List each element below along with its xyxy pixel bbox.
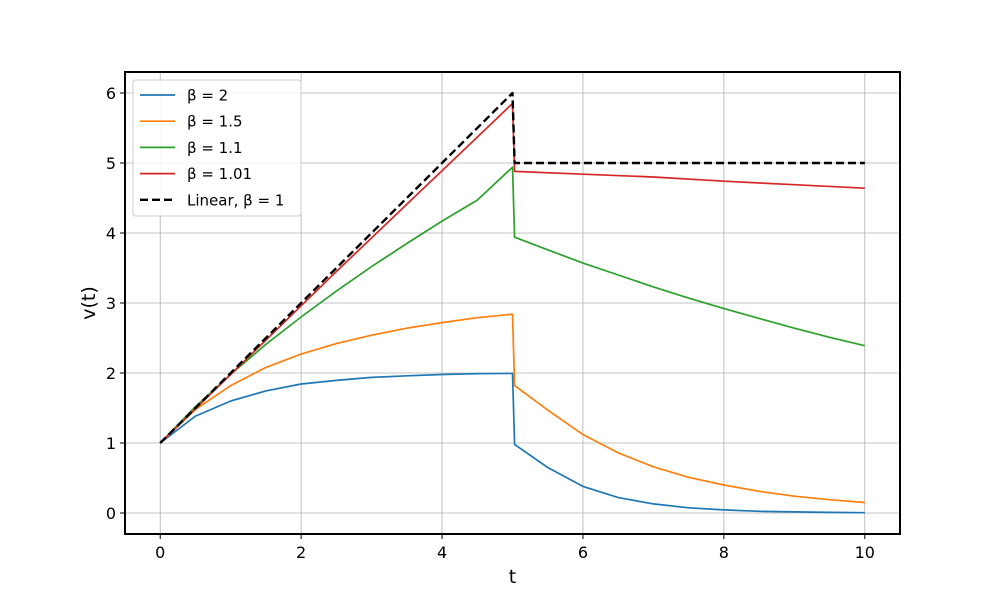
x-tick-label: 4 (437, 543, 447, 562)
legend-label: β = 1.1 (187, 139, 243, 157)
x-tick-label: 0 (155, 543, 165, 562)
y-tick-label: 2 (106, 364, 116, 383)
y-tick-label: 0 (106, 504, 116, 523)
legend-box (132, 79, 302, 217)
series-line (159, 372, 865, 514)
legend-label: β = 1.5 (187, 113, 243, 131)
x-tick-label: 6 (578, 543, 588, 562)
series-line (159, 166, 865, 444)
x-tick-label: 8 (719, 543, 729, 562)
y-tick-label: 5 (106, 154, 116, 173)
y-tick-label: 4 (106, 224, 116, 243)
legend: β = 2 β = 1.5 β = 1.1 β = 1.01 Linear, β = 1 (132, 79, 302, 217)
series-line (159, 91, 865, 444)
legend-label: β = 2 (187, 87, 228, 105)
series-layer (159, 91, 865, 514)
y-tick-label: 1 (106, 434, 116, 453)
y-axis-label: v(t) (78, 286, 100, 320)
x-tick-label: 10 (855, 543, 875, 562)
x-axis-label: t (509, 566, 516, 588)
legend-label: β = 1.01 (187, 165, 252, 183)
series-line (159, 313, 865, 504)
y-tick-label: 3 (106, 294, 116, 313)
y-tick-label: 6 (106, 84, 116, 103)
tick-layer: 0 2 4 6 8 10 0 1 2 3 4 5 6 (106, 84, 875, 562)
series-line (159, 102, 865, 444)
x-tick-label: 2 (296, 543, 306, 562)
legend-label: Linear, β = 1 (187, 191, 284, 209)
